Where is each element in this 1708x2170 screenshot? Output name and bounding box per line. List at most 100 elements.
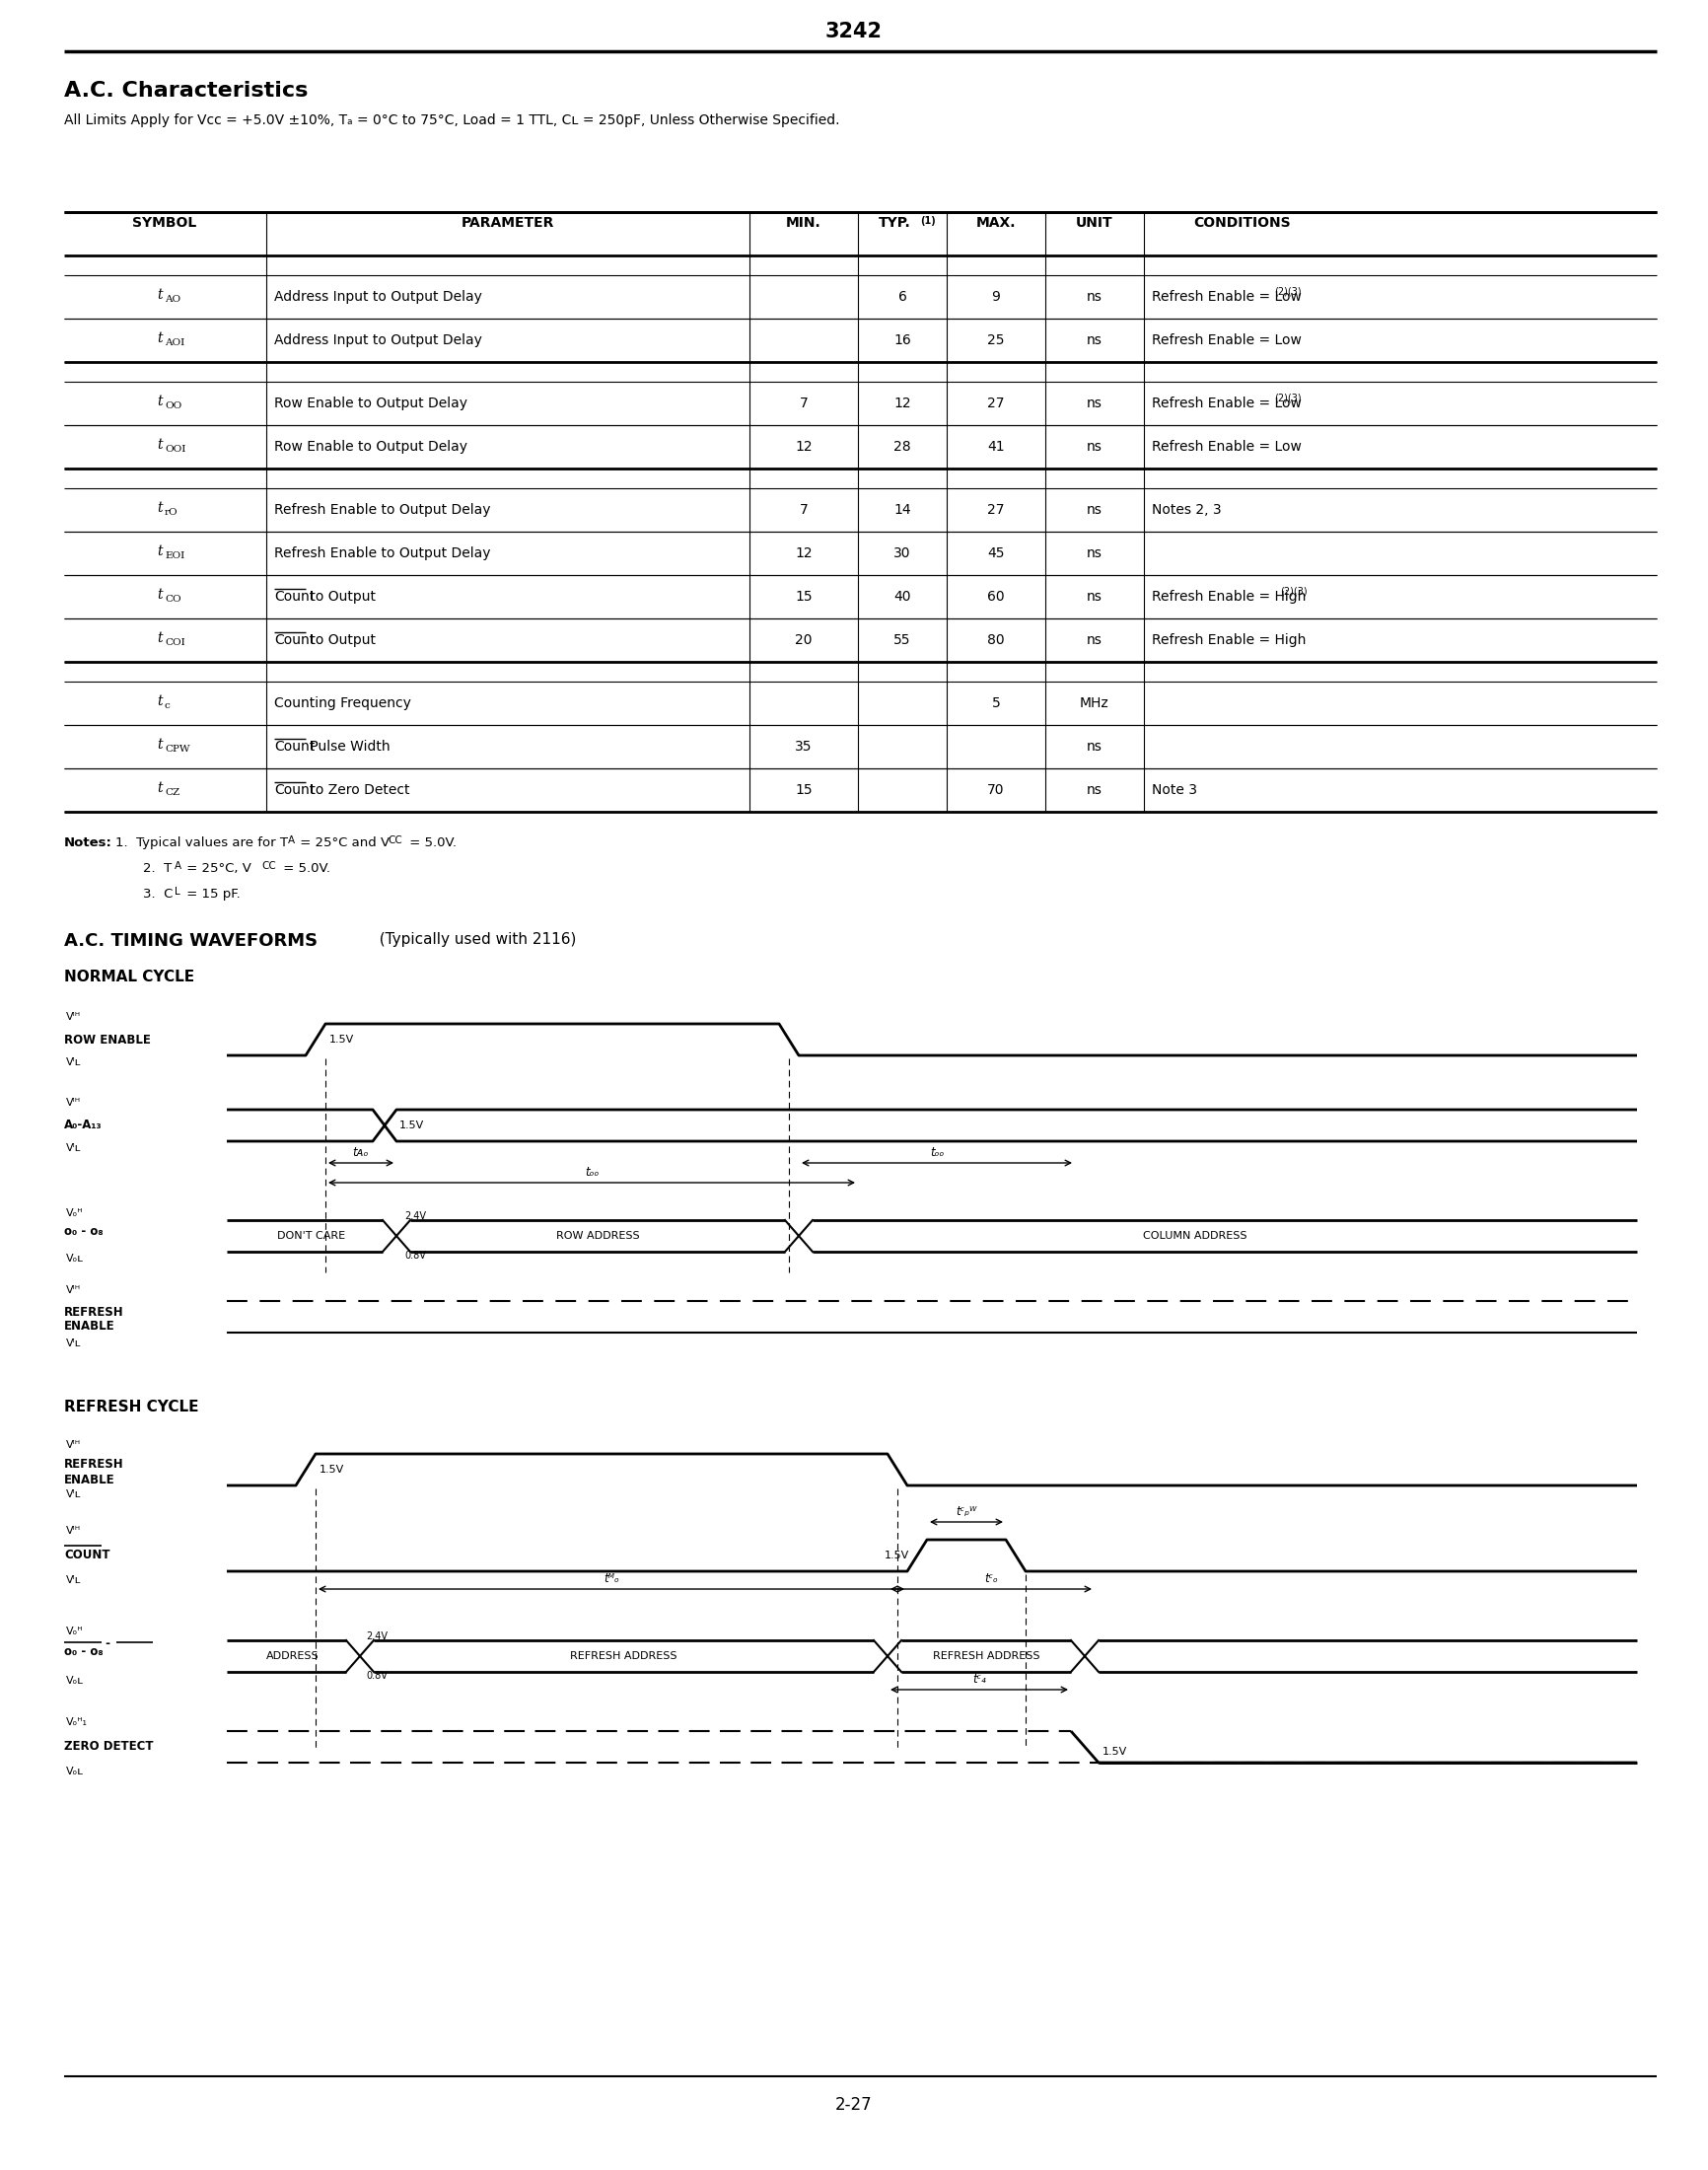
Text: Vₒʟ: Vₒʟ — [67, 1766, 84, 1777]
Text: CO: CO — [164, 595, 181, 603]
Text: Vₒʟ: Vₒʟ — [67, 1675, 84, 1686]
Text: A₀-A₁₃: A₀-A₁₃ — [65, 1120, 102, 1133]
Text: 14: 14 — [893, 503, 910, 516]
Text: A.C. TIMING WAVEFORMS: A.C. TIMING WAVEFORMS — [65, 933, 318, 950]
Text: ns: ns — [1086, 334, 1102, 347]
Text: CC: CC — [261, 861, 275, 870]
Text: to Output: to Output — [306, 634, 376, 647]
Text: CONDITIONS: CONDITIONS — [1194, 217, 1291, 230]
Text: 12: 12 — [794, 547, 811, 560]
Text: 28: 28 — [893, 441, 910, 454]
Text: REFRESH: REFRESH — [65, 1306, 123, 1317]
Text: 1.5V: 1.5V — [1102, 1747, 1127, 1756]
Text: Refresh Enable to Output Delay: Refresh Enable to Output Delay — [273, 503, 490, 516]
Text: 2.  T: 2. T — [143, 861, 173, 875]
Text: to Zero Detect: to Zero Detect — [306, 783, 410, 796]
Text: = 5.0V.: = 5.0V. — [405, 835, 456, 848]
Text: A.C. Characteristics: A.C. Characteristics — [65, 80, 307, 100]
Text: Refresh Enable = High: Refresh Enable = High — [1151, 634, 1305, 647]
Text: 2.4V: 2.4V — [405, 1211, 425, 1222]
Text: TYP.: TYP. — [878, 217, 910, 230]
Text: UNIT: UNIT — [1076, 217, 1112, 230]
Text: Row Enable to Output Delay: Row Enable to Output Delay — [273, 441, 468, 454]
Text: 12: 12 — [794, 441, 811, 454]
Text: Notes 2, 3: Notes 2, 3 — [1151, 503, 1221, 516]
Text: Vᴵᴴ: Vᴵᴴ — [67, 1011, 80, 1022]
Text: ROW ADDRESS: ROW ADDRESS — [555, 1230, 639, 1241]
Text: ROW ENABLE: ROW ENABLE — [65, 1033, 150, 1046]
Text: MIN.: MIN. — [786, 217, 822, 230]
Text: Vᴵᴴ: Vᴵᴴ — [67, 1441, 80, 1450]
Text: tᴀₒ: tᴀₒ — [352, 1146, 369, 1159]
Text: 12: 12 — [893, 397, 910, 410]
Text: Vᴵᴴ: Vᴵᴴ — [67, 1098, 80, 1107]
Text: MAX.: MAX. — [975, 217, 1015, 230]
Text: t: t — [157, 588, 162, 601]
Text: t: t — [157, 395, 162, 408]
Text: Refresh Enable = Low: Refresh Enable = Low — [1151, 397, 1301, 410]
Text: to Output: to Output — [306, 590, 376, 603]
Text: Refresh Enable = Low: Refresh Enable = Low — [1151, 334, 1301, 347]
Text: = 5.0V.: = 5.0V. — [278, 861, 330, 875]
Text: Address Input to Output Delay: Address Input to Output Delay — [273, 334, 482, 347]
Text: 9: 9 — [991, 291, 999, 304]
Text: 15: 15 — [794, 590, 811, 603]
Text: t: t — [157, 501, 162, 514]
Text: Vₒᴴ: Vₒᴴ — [67, 1209, 84, 1217]
Text: Refresh Enable = Low: Refresh Enable = Low — [1151, 291, 1301, 304]
Text: (Typically used with 2116): (Typically used with 2116) — [369, 933, 576, 946]
Text: 1.5V: 1.5V — [319, 1465, 345, 1476]
Text: CPW: CPW — [164, 744, 190, 755]
Text: Vₒᴴ: Vₒᴴ — [67, 1628, 84, 1636]
Text: (1): (1) — [919, 217, 934, 226]
Text: ᴏ₀ - ᴏ₈: ᴏ₀ - ᴏ₈ — [65, 1645, 102, 1658]
Text: L: L — [174, 888, 179, 896]
Text: 7: 7 — [799, 503, 808, 516]
Text: Count: Count — [273, 590, 314, 603]
Text: REFRESH ADDRESS: REFRESH ADDRESS — [569, 1651, 676, 1660]
Text: ns: ns — [1086, 291, 1102, 304]
Text: t: t — [157, 438, 162, 451]
Text: NORMAL CYCLE: NORMAL CYCLE — [65, 970, 195, 985]
Text: COLUMN ADDRESS: COLUMN ADDRESS — [1143, 1230, 1247, 1241]
Text: ns: ns — [1086, 634, 1102, 647]
Text: ns: ns — [1086, 503, 1102, 516]
Text: Count: Count — [273, 740, 314, 753]
Text: Vᴵʟ: Vᴵʟ — [67, 1057, 82, 1068]
Text: tₒₒ: tₒₒ — [584, 1165, 598, 1178]
Text: REFRESH ADDRESS: REFRESH ADDRESS — [933, 1651, 1038, 1660]
Text: All Limits Apply for Vᴄᴄ = +5.0V ±10%, Tₐ = 0°C to 75°C, Load = 1 TTL, Cʟ = 250p: All Limits Apply for Vᴄᴄ = +5.0V ±10%, T… — [65, 113, 839, 128]
Text: (2)(3): (2)(3) — [1274, 393, 1300, 404]
Text: OOI: OOI — [164, 445, 186, 454]
Text: ns: ns — [1086, 740, 1102, 753]
Text: 6: 6 — [897, 291, 907, 304]
Text: 1.  Typical values are for T: 1. Typical values are for T — [116, 835, 287, 848]
Text: Vₒʟ: Vₒʟ — [67, 1254, 84, 1263]
Text: REFRESH: REFRESH — [65, 1458, 123, 1471]
Text: 5: 5 — [991, 697, 999, 710]
Text: ns: ns — [1086, 783, 1102, 796]
Text: Counting Frequency: Counting Frequency — [273, 697, 412, 710]
Text: 7: 7 — [799, 397, 808, 410]
Text: Refresh Enable = Low: Refresh Enable = Low — [1151, 441, 1301, 454]
Text: (2)(3): (2)(3) — [1274, 286, 1300, 297]
Text: COUNT: COUNT — [65, 1549, 109, 1562]
Text: t: t — [157, 738, 162, 751]
Text: t: t — [157, 332, 162, 345]
Text: ns: ns — [1086, 547, 1102, 560]
Text: 1.5V: 1.5V — [330, 1035, 354, 1044]
Text: ns: ns — [1086, 397, 1102, 410]
Text: ADDRESS: ADDRESS — [266, 1651, 319, 1660]
Text: tᶜₚᵂ: tᶜₚᵂ — [955, 1506, 977, 1519]
Text: 27: 27 — [987, 503, 1004, 516]
Text: tₒₒ: tₒₒ — [929, 1146, 943, 1159]
Text: = 15 pF.: = 15 pF. — [183, 888, 241, 901]
Text: ns: ns — [1086, 441, 1102, 454]
Text: Vᴵʟ: Vᴵʟ — [67, 1339, 82, 1348]
Text: 25: 25 — [987, 334, 1004, 347]
Text: t: t — [157, 694, 162, 707]
Text: Note 3: Note 3 — [1151, 783, 1197, 796]
Text: Count: Count — [273, 783, 314, 796]
Text: = 25°C, V: = 25°C, V — [183, 861, 251, 875]
Text: ZERO DETECT: ZERO DETECT — [65, 1740, 154, 1753]
